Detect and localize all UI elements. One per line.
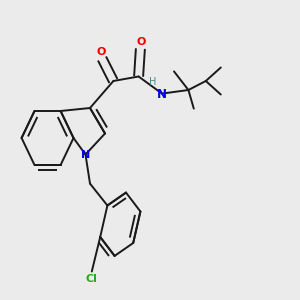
Text: N: N: [81, 150, 90, 160]
Text: O: O: [136, 37, 146, 47]
Text: H: H: [149, 76, 157, 87]
Text: O: O: [97, 47, 106, 57]
Text: Cl: Cl: [86, 274, 98, 284]
Text: N: N: [157, 88, 167, 101]
